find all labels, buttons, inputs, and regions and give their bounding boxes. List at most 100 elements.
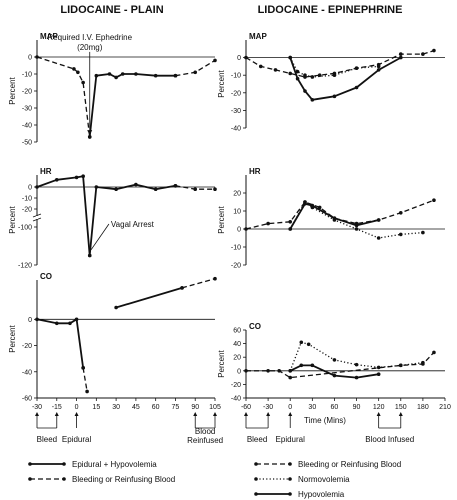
x-tick-label: 180 (417, 404, 429, 411)
y-tick-label: -20 (22, 89, 32, 96)
panel-left-co: 0 -20 -40 -60 CO Percent (8, 272, 217, 403)
y-axis-label: Percent (217, 349, 226, 377)
data-point (114, 75, 118, 80)
series-line-dashed (181, 278, 216, 289)
x-tick-label: -30 (32, 404, 42, 411)
x-tick-label: 0 (75, 404, 79, 411)
right-legend-swatch-dot (254, 492, 258, 496)
infused-bracket-right-right-arrow-head (398, 412, 403, 416)
panel-left-hr: 0 -10 -20 -100 -120 HR Percent Vagal Arrest (8, 167, 217, 270)
data-point (94, 185, 99, 189)
data-point (114, 305, 118, 310)
data-point (303, 89, 307, 93)
infused-label-right: Blood Infused (365, 435, 414, 444)
y-tick-label: -10 (231, 73, 241, 80)
x-axis-left: -30 -15 0 15 30 45 60 75 90 105 (32, 397, 221, 411)
data-point (81, 366, 85, 370)
data-point (213, 187, 217, 191)
data-point (376, 365, 381, 370)
data-point (376, 68, 381, 72)
bleed-bracket-right-right-arrow-head (266, 412, 271, 416)
x-tick-label: -60 (241, 404, 251, 411)
data-point (173, 73, 178, 78)
data-point (81, 80, 85, 85)
panel-label: HR (40, 167, 52, 176)
data-point (87, 135, 92, 139)
panel-label: MAP (249, 32, 267, 41)
data-point (303, 202, 307, 206)
y-axis-label: Percent (8, 76, 17, 104)
y-tick-label: -20 (22, 207, 32, 214)
panel-label: HR (249, 167, 261, 176)
axis-break-mark (32, 213, 42, 218)
data-point (332, 216, 337, 220)
annotation-pointer (90, 223, 110, 251)
data-point (354, 66, 359, 70)
annotation-text: (20mg) (77, 43, 103, 52)
x-tick-label: 90 (191, 404, 199, 411)
left-legend-swatch-dot (28, 462, 32, 466)
data-point (303, 73, 307, 77)
y-tick-label: 10 (233, 209, 241, 216)
y-tick-label: 0 (237, 227, 241, 234)
data-point (354, 223, 359, 228)
y-tick-label: -10 (22, 196, 32, 203)
data-point (288, 71, 293, 76)
data-point (288, 220, 293, 224)
y-tick-label: 0 (28, 185, 32, 192)
y-tick-label: -40 (231, 396, 241, 403)
data-point (288, 375, 293, 380)
panel-label: CO (249, 322, 261, 331)
left-legend-swatch-dot (62, 477, 66, 481)
data-point (398, 52, 403, 56)
series-line-dashed (82, 367, 88, 392)
epidural-label-left: Epidural (62, 435, 92, 444)
data-point (213, 58, 217, 63)
y-tick-label: -20 (231, 90, 241, 97)
y-tick-label: 20 (233, 191, 241, 198)
panel-label: CO (40, 272, 52, 281)
data-point (310, 98, 315, 102)
x-tick-label: -15 (52, 404, 62, 411)
x-tick-label: 90 (353, 404, 361, 411)
y-tick-label: 0 (28, 317, 32, 324)
right-legend-label: Bleeding or Reinfusing Blood (298, 460, 401, 469)
panel-label: MAP (40, 32, 58, 41)
data-point (306, 342, 311, 347)
data-point (153, 73, 158, 78)
bleed-bracket-left-left-arrow-head (35, 412, 39, 416)
data-point (173, 184, 178, 188)
data-point (74, 317, 79, 322)
data-point (134, 72, 138, 76)
x-tick-label: 60 (331, 404, 339, 411)
epidural-label-right: Epidural (276, 435, 306, 444)
panel-right-hr: 20 10 0 -10 -20 HR Percent (217, 167, 445, 270)
x-tick-label: -30 (263, 404, 273, 411)
x-tick-label: 60 (152, 404, 160, 411)
data-point (35, 55, 39, 59)
data-point (153, 187, 158, 191)
data-point (244, 55, 248, 60)
time-axes: -30 -15 0 15 30 45 60 75 90 105 -60 -30 0 30 60 90 120 15… (32, 397, 451, 425)
data-point (299, 340, 304, 345)
series-line-dashed (245, 49, 435, 78)
series-line-solid (36, 318, 84, 368)
left-legend-swatch-dot (62, 462, 66, 466)
annotation-text: Required I.V. Ephedrine (47, 33, 132, 42)
legends: Epidural + Hypovolemia Bleeding or Reinfu… (28, 460, 401, 499)
series-line-dashed (36, 56, 91, 137)
axis-break-gap (36, 216, 38, 219)
data-point (244, 227, 248, 231)
series-line-dotted (289, 201, 423, 239)
data-point (72, 67, 76, 71)
data-point (277, 369, 281, 373)
annotation-text: Vagal Arrest (111, 220, 155, 229)
y-tick-label: -20 (22, 343, 32, 350)
data-point (35, 185, 39, 189)
data-point (432, 198, 436, 202)
x-tick-label: 30 (308, 404, 316, 411)
y-tick-label: 0 (28, 55, 32, 62)
y-tick-label: -10 (231, 245, 241, 252)
data-point (376, 236, 381, 240)
